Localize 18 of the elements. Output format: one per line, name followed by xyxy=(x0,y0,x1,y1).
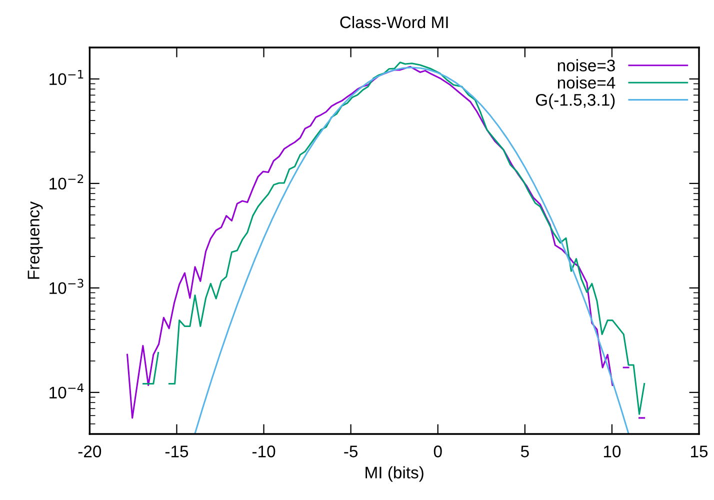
legend-label: noise=3 xyxy=(558,59,615,72)
y-axis-title: Frequency xyxy=(28,201,43,279)
x-tick-label: -15 xyxy=(165,446,188,458)
x-tick-label: -10 xyxy=(252,446,276,458)
y-tick-label: 10$^{−4}$ xyxy=(50,383,84,399)
y-tick-label: 10$^{−1}$ xyxy=(50,70,84,86)
x-axis-title: MI (bits) xyxy=(366,466,424,482)
x-tick-label: 5 xyxy=(520,446,529,458)
x-tick-label: -20 xyxy=(78,446,102,458)
legend-label: noise=4 xyxy=(558,76,616,89)
x-tick-label: 10 xyxy=(604,446,621,458)
x-tick-label: 0 xyxy=(434,446,442,458)
y-tick-label: 10$^{−2}$ xyxy=(50,174,84,190)
x-tick-label: 15 xyxy=(691,446,708,458)
chart-title: Class-Word MI xyxy=(340,16,448,28)
legend-label: G(-1.5,3.1) xyxy=(536,94,615,110)
y-tick-label: 10$^{−3}$ xyxy=(50,278,84,294)
x-tick-label: -5 xyxy=(344,446,358,458)
